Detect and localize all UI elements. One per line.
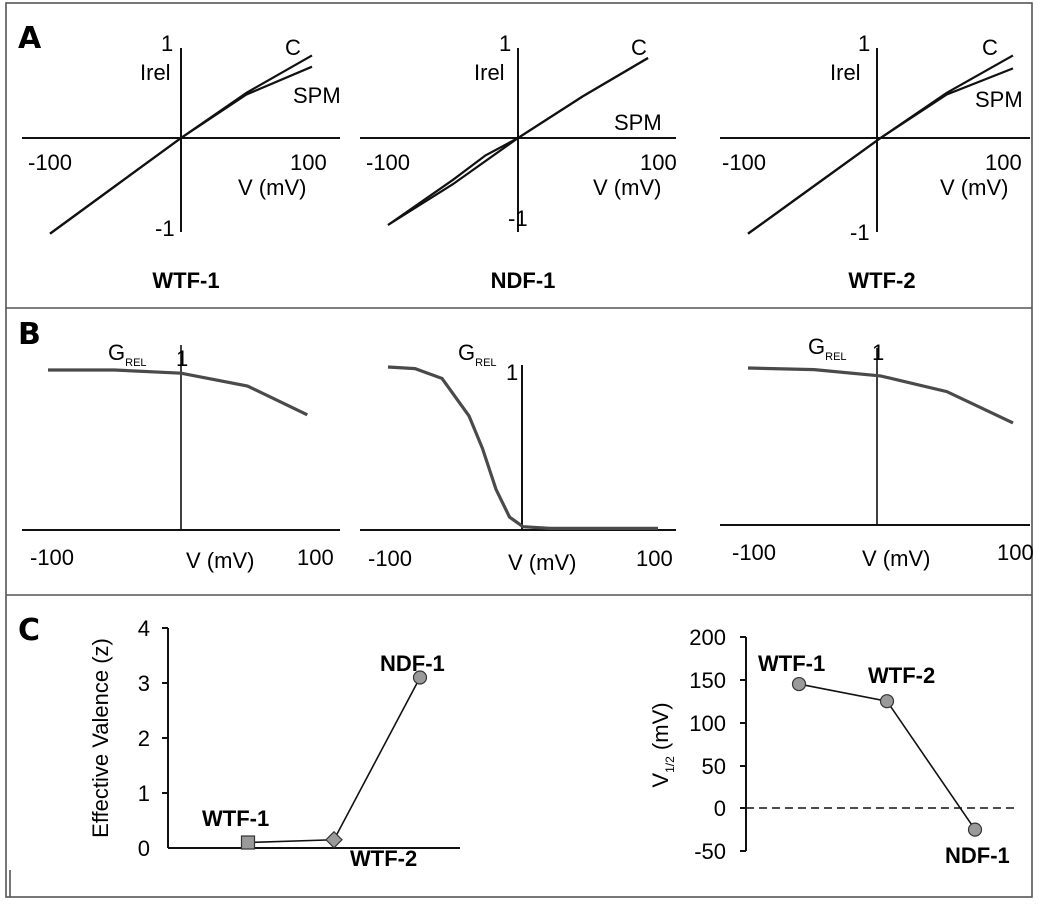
y-axis-label: V1/2 (mV) — [648, 702, 677, 787]
y-tick-min: -1 — [850, 220, 870, 245]
x-tick-min: -100 — [30, 545, 74, 570]
series-label-c: C — [285, 35, 301, 60]
x-tick-max: 100 — [636, 546, 673, 571]
y-tick-label: 100 — [689, 711, 726, 736]
iv-chart-ndf-1: 1 -1 Irel C SPM -100 100 V (mV) NDF-1 — [360, 31, 677, 293]
point-label-wtf-1: WTF-1 — [758, 651, 825, 676]
point-label-ndf-1: NDF-1 — [380, 651, 445, 676]
point-label-wtf-1: WTF-1 — [202, 806, 269, 831]
x-axis-label: V (mV) — [238, 175, 306, 200]
x-tick-max: 100 — [297, 545, 334, 570]
series-label-c: C — [982, 35, 998, 60]
y-axis-label: Irel — [830, 60, 861, 85]
y-tick-label: 1 — [138, 781, 150, 806]
series-label-spm: SPM — [614, 110, 662, 135]
y-tick-label: -50 — [694, 839, 726, 864]
conductance-curve — [387, 365, 658, 530]
iv-chart-wtf-2: 1 -1 Irel C SPM -100 100 V (mV) WTF-2 — [720, 31, 1030, 293]
curve-spm — [747, 67, 1014, 235]
panel-label-a: A — [18, 21, 42, 56]
y-axis-label: Irel — [474, 60, 505, 85]
y-axis-label: GREL — [108, 340, 147, 369]
y-tick-label: 0 — [138, 836, 150, 861]
y-tick-max: 1 — [499, 31, 511, 56]
x-tick-min: -100 — [732, 540, 776, 565]
y-tick-label: 2 — [138, 726, 150, 751]
chart-title: WTF-2 — [848, 268, 915, 293]
point-marker-wtf-2 — [325, 830, 343, 849]
chart-title: NDF-1 — [491, 268, 556, 293]
conductance-curve — [48, 368, 308, 417]
series-label-c: C — [631, 35, 647, 60]
point-marker-wtf-1 — [791, 676, 807, 692]
y-tick-max: 1 — [506, 360, 518, 385]
connector-line — [247, 677, 421, 844]
x-tick-min: -100 — [366, 150, 410, 175]
point-label-ndf-1: NDF-1 — [945, 843, 1010, 868]
y-tick-max: 1 — [872, 340, 884, 365]
series-label-spm: SPM — [293, 83, 341, 108]
curve-spm — [387, 57, 649, 226]
x-tick-min: -100 — [368, 546, 412, 571]
conductance-chart-wtf-1: GREL 1 -100 100 V (mV) — [22, 340, 340, 573]
x-tick-min: -100 — [28, 150, 72, 175]
point-marker-wtf-1 — [240, 835, 256, 850]
curve-spm — [49, 65, 313, 235]
chart-title: WTF-1 — [152, 268, 219, 293]
y-axis-label: Effective Valence (z) — [88, 638, 113, 838]
half-activation-chart: 200 150 100 50 0 -50 V1/2 (mV) WTF-1 WTF… — [648, 625, 1016, 868]
panel-label-b: B — [18, 317, 41, 352]
y-axis-label: GREL — [808, 334, 847, 363]
y-tick-max: 1 — [858, 31, 870, 56]
y-tick-max: 1 — [161, 31, 173, 56]
x-tick-max: 100 — [985, 150, 1022, 175]
point-label-wtf-2: WTF-2 — [868, 663, 935, 688]
y-tick-label: 0 — [714, 796, 726, 821]
y-tick-label: 3 — [138, 671, 150, 696]
x-axis-label: V (mV) — [508, 550, 576, 575]
y-tick-label: 50 — [702, 754, 726, 779]
panel-label-c: C — [18, 613, 40, 648]
y-tick-min: -1 — [155, 216, 175, 241]
y-axis-label: Irel — [140, 60, 171, 85]
x-tick-max: 100 — [997, 540, 1034, 565]
iv-chart-wtf-1: 1 -1 Irel C SPM -100 100 V (mV) WTF-1 — [22, 31, 341, 293]
x-axis-label: V (mV) — [593, 175, 661, 200]
x-tick-max: 100 — [290, 150, 327, 175]
x-axis-label: V (mV) — [940, 175, 1008, 200]
x-tick-max: 100 — [640, 150, 677, 175]
point-marker-ndf-1 — [967, 822, 983, 837]
x-axis-label: V (mV) — [186, 548, 254, 573]
point-label-wtf-2: WTF-2 — [350, 846, 417, 871]
series-label-spm: SPM — [975, 87, 1023, 112]
x-tick-min: -100 — [722, 150, 766, 175]
valence-chart: 4 3 2 1 0 Effective Valence (z) WTF-1 WT… — [88, 616, 460, 871]
x-axis-label: V (mV) — [862, 546, 930, 571]
conductance-chart-ndf-1: GREL 1 -100 100 V (mV) — [360, 340, 676, 575]
conductance-curve — [747, 366, 1014, 425]
point-marker-ndf-1 — [412, 670, 428, 685]
y-tick-min: -1 — [508, 206, 528, 231]
y-tick-label: 150 — [689, 668, 726, 693]
conductance-chart-wtf-2: GREL 1 -100 100 V (mV) — [720, 334, 1034, 571]
point-marker-wtf-2 — [879, 694, 895, 709]
y-tick-max: 1 — [176, 346, 188, 371]
y-axis-label: GREL — [458, 340, 497, 369]
y-tick-label: 4 — [138, 616, 150, 641]
curve-c — [747, 54, 1014, 235]
y-tick-label: 200 — [689, 625, 726, 650]
figure-frame — [5, 2, 1033, 898]
